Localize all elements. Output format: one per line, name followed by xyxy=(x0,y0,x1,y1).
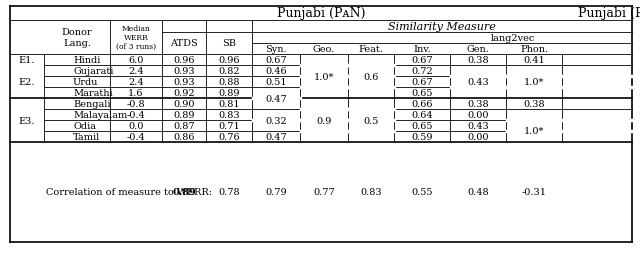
Text: 0.90: 0.90 xyxy=(173,100,195,108)
Text: 0.41: 0.41 xyxy=(523,56,545,65)
Text: 0.66: 0.66 xyxy=(412,100,433,108)
Text: -0.31: -0.31 xyxy=(522,188,547,197)
Text: 0.81: 0.81 xyxy=(218,100,240,108)
Text: 0.77: 0.77 xyxy=(313,188,335,197)
Text: Gujarati: Gujarati xyxy=(73,67,113,76)
Text: 1.0*: 1.0* xyxy=(524,78,544,87)
Text: 0.47: 0.47 xyxy=(265,133,287,141)
Text: 0.96: 0.96 xyxy=(173,56,195,65)
Text: 1.6: 1.6 xyxy=(128,89,144,98)
Text: -0.4: -0.4 xyxy=(127,110,145,120)
Text: 0.64: 0.64 xyxy=(411,110,433,120)
Text: Correlation of measure to WERR:: Correlation of measure to WERR: xyxy=(46,188,212,197)
Text: 0.83: 0.83 xyxy=(218,110,240,120)
Text: 0.5: 0.5 xyxy=(364,116,379,125)
Text: 0.55: 0.55 xyxy=(412,188,433,197)
Text: E2.: E2. xyxy=(19,78,35,87)
Text: 0.38: 0.38 xyxy=(467,56,489,65)
Text: 0.71: 0.71 xyxy=(218,121,240,131)
Text: Malayalam: Malayalam xyxy=(73,110,127,120)
Text: 0.92: 0.92 xyxy=(173,89,195,98)
Text: 0.32: 0.32 xyxy=(265,116,287,125)
Text: Phon.: Phon. xyxy=(520,45,548,54)
Text: 0.78: 0.78 xyxy=(218,188,240,197)
Text: 2.4: 2.4 xyxy=(128,67,144,76)
Text: Geo.: Geo. xyxy=(313,45,335,54)
Text: Feat.: Feat. xyxy=(358,45,383,54)
Text: 0.82: 0.82 xyxy=(218,67,240,76)
Text: 0.88: 0.88 xyxy=(218,78,240,87)
Text: 0.83: 0.83 xyxy=(360,188,382,197)
Text: Similarity Measure: Similarity Measure xyxy=(388,22,496,32)
Text: 0.86: 0.86 xyxy=(173,133,195,141)
Text: Punjabi (PᴀN): Punjabi (PᴀN) xyxy=(578,7,640,20)
Text: Punjabi (PᴀN): Punjabi (PᴀN) xyxy=(276,7,365,20)
Text: Inv.: Inv. xyxy=(413,45,431,54)
Text: 2.4: 2.4 xyxy=(128,78,144,87)
Text: 0.87: 0.87 xyxy=(173,121,195,131)
Text: 0.00: 0.00 xyxy=(467,110,489,120)
Text: Median
WERR
(of 3 runs): Median WERR (of 3 runs) xyxy=(116,25,156,51)
Text: Tamil: Tamil xyxy=(73,133,100,141)
Text: 0.93: 0.93 xyxy=(173,78,195,87)
Text: 6.0: 6.0 xyxy=(128,56,144,65)
Text: 0.00: 0.00 xyxy=(467,133,489,141)
Text: lang2vec: lang2vec xyxy=(491,34,535,43)
Text: 0.89: 0.89 xyxy=(172,188,196,197)
Text: 0.89: 0.89 xyxy=(173,110,195,120)
Text: 0.65: 0.65 xyxy=(412,89,433,98)
Text: 0.76: 0.76 xyxy=(218,133,240,141)
Text: SB: SB xyxy=(222,39,236,48)
Text: 0.46: 0.46 xyxy=(265,67,287,76)
Text: 1.0*: 1.0* xyxy=(524,127,544,136)
Text: -0.8: -0.8 xyxy=(127,100,145,108)
Text: Donor
Lang.: Donor Lang. xyxy=(61,28,92,47)
Text: 0.47: 0.47 xyxy=(265,94,287,103)
Text: Bengali: Bengali xyxy=(73,100,111,108)
Text: 0.48: 0.48 xyxy=(467,188,489,197)
Text: 0.38: 0.38 xyxy=(523,100,545,108)
Text: 0.43: 0.43 xyxy=(467,78,489,87)
Text: 0.72: 0.72 xyxy=(411,67,433,76)
Text: Marathi: Marathi xyxy=(73,89,113,98)
Text: Gen.: Gen. xyxy=(467,45,490,54)
Text: E1.: E1. xyxy=(19,56,35,65)
Text: 0.59: 0.59 xyxy=(412,133,433,141)
Text: Urdu: Urdu xyxy=(73,78,99,87)
Text: 1.0*: 1.0* xyxy=(314,72,334,81)
Text: Odia: Odia xyxy=(73,121,96,131)
Text: 0.96: 0.96 xyxy=(218,56,240,65)
Text: 0.79: 0.79 xyxy=(265,188,287,197)
Text: 0.38: 0.38 xyxy=(467,100,489,108)
Text: 0.43: 0.43 xyxy=(467,121,489,131)
Text: Hindi: Hindi xyxy=(73,56,100,65)
Text: 0.0: 0.0 xyxy=(128,121,144,131)
Text: 0.67: 0.67 xyxy=(411,78,433,87)
Text: Syn.: Syn. xyxy=(265,45,287,54)
Text: 0.93: 0.93 xyxy=(173,67,195,76)
Text: 0.9: 0.9 xyxy=(316,116,332,125)
Text: 0.65: 0.65 xyxy=(412,121,433,131)
Text: 0.89: 0.89 xyxy=(218,89,240,98)
Text: 0.67: 0.67 xyxy=(265,56,287,65)
Text: E3.: E3. xyxy=(19,116,35,125)
Text: 0.51: 0.51 xyxy=(265,78,287,87)
Text: 0.67: 0.67 xyxy=(411,56,433,65)
Text: -0.4: -0.4 xyxy=(127,133,145,141)
Text: ATDS: ATDS xyxy=(170,39,198,48)
Text: 0.6: 0.6 xyxy=(364,72,379,81)
